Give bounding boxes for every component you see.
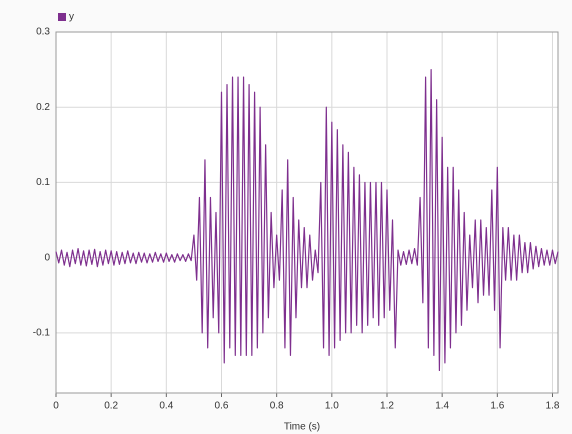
y-tick-label: 0.2 — [36, 102, 50, 113]
x-tick-label: 1.2 — [380, 401, 394, 412]
plot-border — [55, 31, 559, 394]
y-tick-label: 0.3 — [36, 27, 50, 38]
y-tick-label: 0.1 — [36, 177, 50, 188]
x-axis-label: Time (s) — [284, 422, 320, 433]
x-tick-label: 0 — [53, 401, 59, 412]
x-tick-label: 0.2 — [104, 401, 118, 412]
x-tick-label: 1.0 — [325, 401, 339, 412]
y-tick-label: -0.1 — [33, 327, 51, 338]
x-tick-label: 0.6 — [215, 401, 229, 412]
series-line — [55, 69, 559, 372]
x-tick-label: 0.4 — [159, 401, 173, 412]
x-tick-label: 1.4 — [435, 401, 449, 412]
legend-label: y — [69, 12, 74, 23]
x-tick-label: 1.8 — [546, 401, 560, 412]
x-tick-label: 0.8 — [270, 401, 284, 412]
legend-swatch — [58, 13, 66, 21]
plot-area — [56, 32, 558, 393]
x-tick-label: 1.6 — [490, 401, 504, 412]
y-tick-label: 0 — [44, 252, 50, 263]
